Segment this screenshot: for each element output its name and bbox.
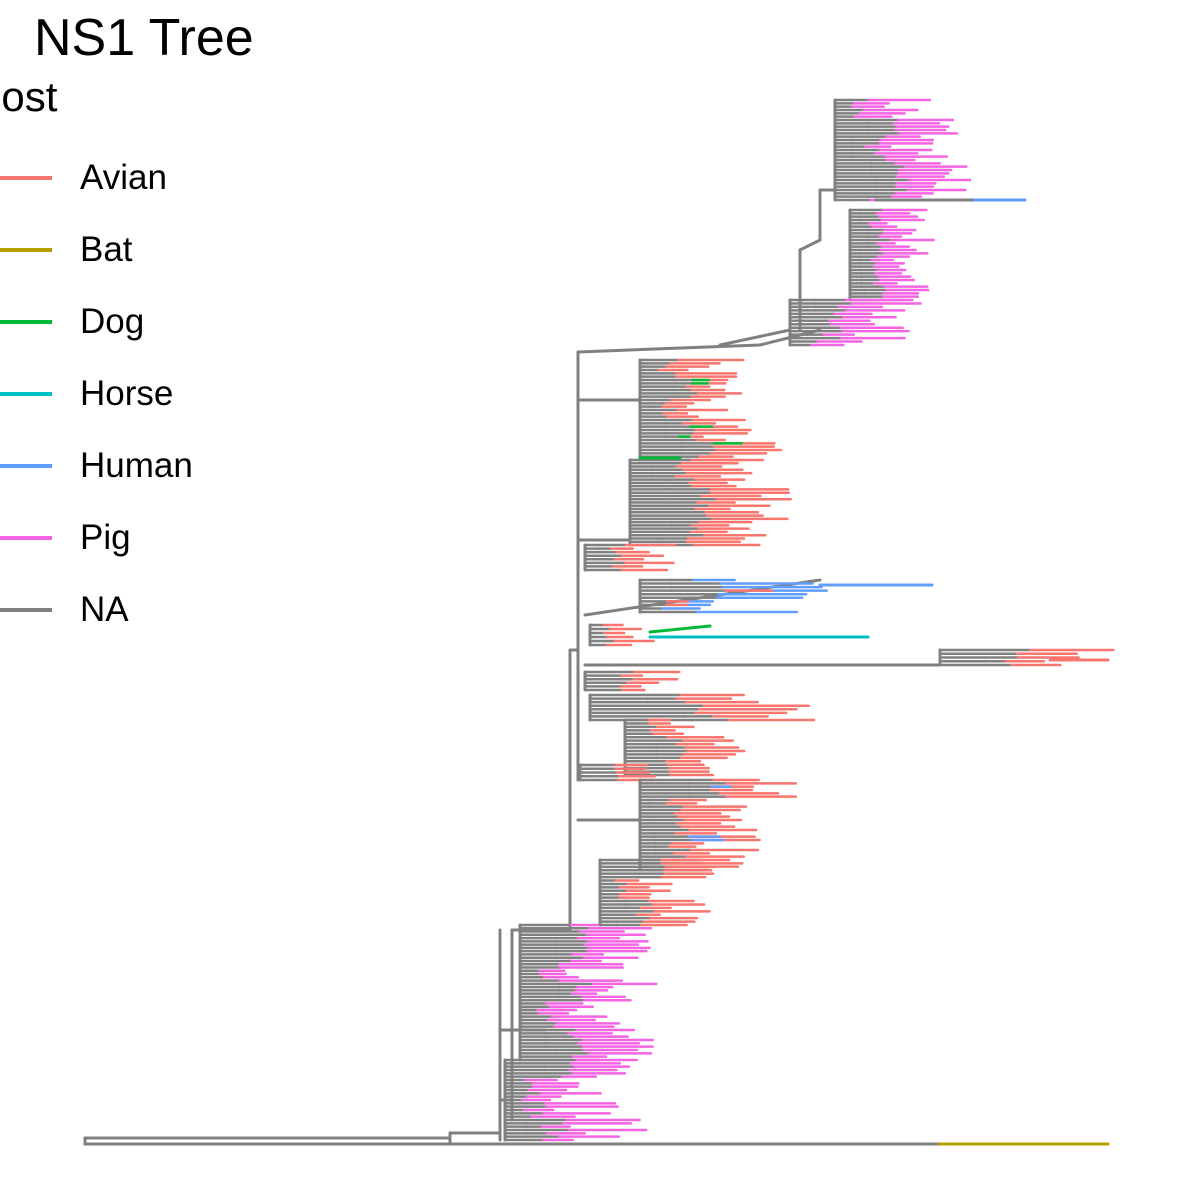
legend-key-horse: [0, 392, 52, 396]
legend-key-bat: [0, 248, 52, 252]
legend-label-horse: Horse: [80, 374, 174, 413]
legend-label-avian: Avian: [80, 158, 167, 197]
legend-key-dog: [0, 320, 52, 324]
legend-label-bat: Bat: [80, 230, 133, 269]
page-title: NS1 Tree: [34, 9, 254, 67]
legend-label-human: Human: [80, 446, 193, 485]
backbone: [576, 343, 762, 354]
legend-item-na: NA: [0, 592, 260, 628]
backbone: [798, 238, 822, 252]
legend-item-bat: Bat: [0, 232, 260, 268]
legend-item-horse: Horse: [0, 376, 260, 412]
legend-key-pig: [0, 536, 52, 540]
legend-label-na: NA: [80, 590, 129, 629]
legend-key-human: [0, 464, 52, 468]
legend-item-pig: Pig: [0, 520, 260, 556]
legend-item-dog: Dog: [0, 304, 260, 340]
legend-key-na: [0, 608, 52, 612]
legend-title: host: [0, 73, 58, 120]
legend-key-avian: [0, 176, 52, 180]
legend-label-dog: Dog: [80, 302, 145, 341]
internal-branch: [718, 328, 792, 347]
legend-item-avian: Avian: [0, 160, 260, 196]
legend-item-human: Human: [0, 448, 260, 484]
leaf-branch: [648, 624, 712, 634]
legend-label-pig: Pig: [80, 518, 131, 557]
